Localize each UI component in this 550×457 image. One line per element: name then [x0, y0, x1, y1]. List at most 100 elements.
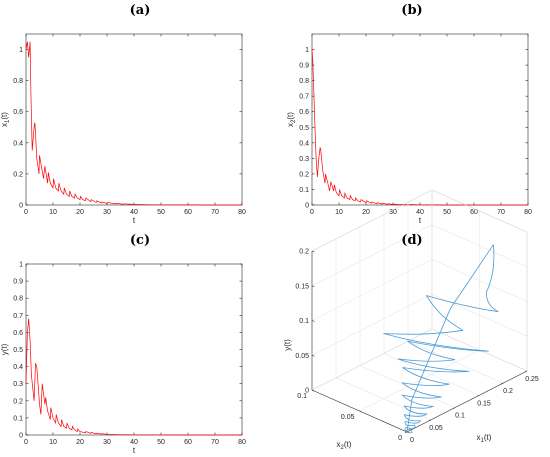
- x1-tick-label: 0.25: [525, 376, 539, 383]
- box-edge: [431, 189, 528, 233]
- series-line: [25, 41, 242, 206]
- panel-c: 0 10 20 30 40 50 60 70 80 0 0.1 0.2 0.3 0.4 0.5 0.6 0.7 0…: [0, 262, 246, 456]
- trajectory-stem: [406, 244, 494, 433]
- plot-area: [25, 33, 243, 206]
- panel-label: (b): [401, 3, 422, 18]
- x-tick: [428, 419, 432, 422]
- trajectory-3d: [383, 244, 499, 434]
- x-tick-label: 30: [389, 209, 397, 216]
- x-tick: [476, 395, 480, 397]
- y-tick-label: 0.9: [13, 279, 23, 286]
- x-tick-label: 60: [184, 209, 192, 216]
- panel-label: (d): [401, 233, 422, 248]
- y-tick-label: 0.05: [295, 353, 309, 360]
- x-tick-label: 0: [310, 209, 314, 216]
- grid-line: [359, 349, 480, 412]
- y-tick-label: 0.1: [299, 318, 309, 325]
- y-tick-label: 0.3: [299, 156, 309, 163]
- x-tick-label: 40: [416, 209, 424, 216]
- x1-tick-label: 0.2: [503, 388, 513, 395]
- y-tick-label: 0.6: [13, 330, 23, 337]
- y-tick-label: 0.2: [13, 171, 23, 178]
- x-tick-label: 60: [470, 209, 478, 216]
- z-tick: [311, 389, 315, 392]
- x2-tick-label: 0.1: [297, 393, 307, 400]
- x-tick-label: 40: [130, 209, 138, 216]
- x-tick-label: 0: [24, 439, 28, 446]
- x-tick-label: 70: [211, 209, 219, 216]
- x-tick-label: 50: [443, 209, 451, 216]
- box-edge: [311, 189, 433, 252]
- series-line: [25, 318, 242, 436]
- y-tick: [359, 410, 362, 413]
- grid-line: [311, 259, 433, 321]
- y-tick-label: 0.5: [13, 347, 23, 354]
- y-tick-label: 0.8: [13, 296, 23, 303]
- y-tick-label: 0.8: [13, 78, 23, 85]
- y-tick-label: 0.6: [299, 109, 309, 116]
- x-tick-label: 10: [49, 209, 57, 216]
- y-tick-label: 1: [305, 47, 309, 54]
- z-tick: [311, 320, 315, 322]
- grid-line: [311, 293, 433, 356]
- y-tick-label: 0.9: [299, 63, 309, 70]
- x-tick: [524, 370, 528, 373]
- grid-line: [431, 259, 528, 302]
- y-tick-label: 0: [305, 388, 309, 395]
- grid-line: [431, 224, 528, 268]
- x1-tick-label: 0: [410, 437, 414, 444]
- z-tick: [311, 285, 315, 288]
- x-tick-label: 20: [76, 439, 84, 446]
- series-line: [311, 49, 528, 206]
- z-tick: [311, 354, 315, 357]
- x-tick-label: 30: [103, 209, 111, 216]
- x1-tick-label: 0.1: [455, 413, 465, 420]
- y-tick-label: 1: [19, 47, 23, 54]
- x-tick-label: 60: [184, 439, 192, 446]
- y-tick-label: 0.7: [13, 313, 23, 320]
- y-tick-label: 0.4: [13, 140, 23, 147]
- axis-label: x2(t): [337, 440, 352, 451]
- x2-tick-label: 0.05: [341, 414, 355, 421]
- box-edge: [311, 328, 433, 391]
- panel-label: (a): [130, 3, 151, 18]
- z-axis-label: y(t): [283, 339, 292, 351]
- x-tick: [500, 382, 504, 385]
- x-tick-label: 50: [157, 209, 165, 216]
- x1-tick-label: 0.15: [477, 400, 491, 407]
- y-tick-label: 0.1: [13, 415, 23, 422]
- y-tick-label: 0.6: [13, 109, 23, 116]
- y-tick-label: 0.8: [299, 78, 309, 85]
- y-tick-label: 0.7: [299, 94, 309, 101]
- y-tick-label: 0.2: [299, 171, 309, 178]
- x-tick-label: 80: [238, 209, 246, 216]
- x-tick-label: 30: [103, 439, 111, 446]
- panel-label: (c): [130, 233, 150, 248]
- panel-d: 00.050.10.150.20.2500.050.100.050.10.150…: [283, 189, 539, 451]
- y-tick-label: 0: [19, 433, 23, 440]
- y-tick-label: 0.5: [299, 125, 309, 132]
- panel-b: 0 10 20 30 40 50 60 70 80 0 0.1 0.2 0.3 0.4 0.5 0.6 0.7 0…: [286, 33, 532, 225]
- x2-tick-label: 0: [398, 435, 402, 442]
- y-tick-label: 0.2: [299, 249, 309, 256]
- y-tick-label: 0.2: [13, 398, 23, 405]
- y-tick-label: 0.15: [295, 283, 309, 290]
- x-tick: [452, 407, 456, 409]
- x-tick-label: 0: [24, 209, 28, 216]
- axis-label: y(t): [0, 343, 9, 355]
- y-tick-label: 1: [19, 262, 23, 269]
- y-tick-label: 0.1: [299, 187, 309, 194]
- x-axis-label: t: [133, 446, 136, 455]
- x-tick-label: 10: [335, 209, 343, 216]
- x-tick-label: 10: [49, 439, 57, 446]
- axis-label: x2(t): [286, 112, 297, 127]
- panel-a: 0 10 20 30 40 50 60 70 80 0 0.2 0.4 0.6 0.8 1 t x1(t): [0, 33, 246, 225]
- axis-label: x1(t): [477, 433, 492, 444]
- x-tick: [404, 431, 408, 434]
- x-tick-label: 40: [130, 439, 138, 446]
- z-tick: [311, 250, 315, 253]
- x1-tick-label: 0.05: [429, 425, 443, 432]
- axis-line: [406, 370, 528, 433]
- y-tick-label: 0.4: [13, 364, 23, 371]
